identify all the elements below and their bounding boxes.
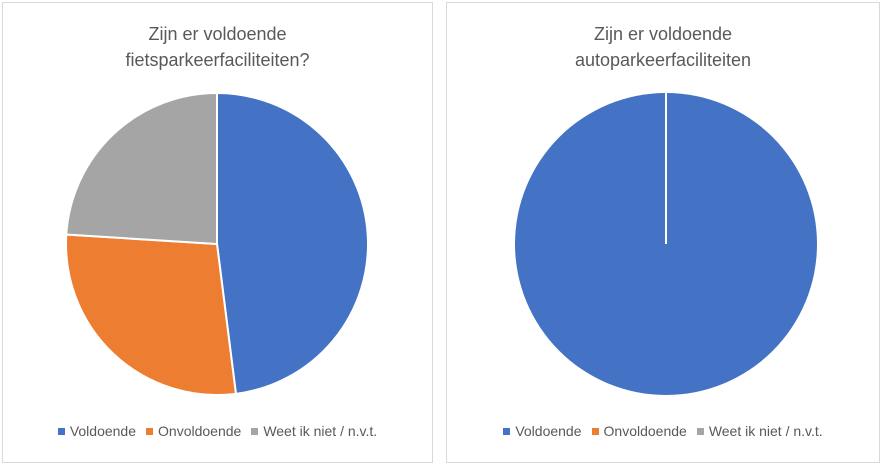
legend: Voldoende Onvoldoende Weet ik niet / n.v.t…	[447, 423, 879, 439]
pie-svg	[515, 93, 817, 395]
legend-item: Weet ik niet / n.v.t.	[696, 423, 823, 439]
chart-title-line: fietsparkeerfaciliteiten?	[125, 50, 310, 70]
legend-label: Voldoende	[69, 423, 137, 439]
legend-swatch	[503, 427, 511, 435]
chart-autoparkeer: Zijn er voldoende autoparkeerfaciliteite…	[446, 2, 880, 463]
legend-item: Onvoldoende	[591, 423, 687, 439]
legend-swatch	[146, 427, 154, 435]
legend-label: Weet ik niet / n.v.t.	[263, 423, 378, 439]
chart-fietsparkeer: Zijn er voldoende fietsparkeerfaciliteit…	[2, 2, 433, 463]
legend-label: Voldoende	[515, 423, 582, 439]
chart-title: Zijn er voldoende fietsparkeerfaciliteit…	[3, 21, 432, 73]
chart-title-line: autoparkeerfaciliteiten	[574, 50, 752, 70]
legend-item: Voldoende	[57, 423, 137, 439]
chart-title-line: Zijn er voldoende	[593, 24, 733, 44]
legend-item: Voldoende	[503, 423, 582, 439]
legend-label: Weet ik niet / n.v.t.	[708, 423, 823, 439]
pie-slice-weet-ik-niet-n-v-t	[65, 91, 218, 246]
pie-slice-onvoldoende	[65, 233, 238, 396]
pie-slice-voldoende	[216, 91, 369, 395]
pie-svg	[65, 91, 369, 396]
legend-label: Onvoldoende	[158, 423, 242, 439]
legend-label: Onvoldoende	[603, 423, 687, 439]
legend-swatch	[57, 427, 65, 435]
legend-swatch	[251, 427, 259, 435]
chart-title: Zijn er voldoende autoparkeerfaciliteite…	[447, 21, 879, 73]
chart-title-line: Zijn er voldoende	[148, 24, 287, 44]
legend: Voldoende Onvoldoende Weet ik niet / n.v.t…	[3, 423, 432, 439]
legend-swatch	[591, 427, 599, 435]
legend-item: Onvoldoende	[146, 423, 241, 439]
legend-swatch	[696, 427, 704, 435]
legend-item: Weet ik niet / n.v.t.	[251, 423, 377, 439]
